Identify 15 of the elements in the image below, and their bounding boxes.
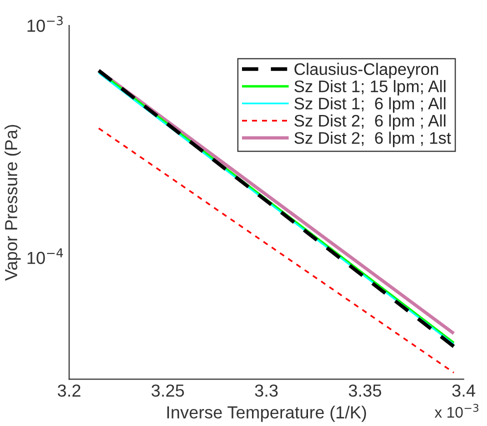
legend-label: Sz Dist 2; 6 lpm ; 1st bbox=[294, 132, 452, 148]
text: x 10$^{−3}$ bbox=[434, 404, 478, 418]
x-tick-label: 3.2 bbox=[58, 384, 80, 397]
x-tick-label: 3.4 bbox=[452, 384, 476, 397]
legend-label: Clausius-Clapeyron bbox=[294, 62, 438, 78]
y-tick-label: 10$^{−3}$ bbox=[28, 16, 63, 32]
x-tick-label: 3.35 bbox=[348, 384, 382, 397]
y-axis-title: Vapor Pressure (Pa) bbox=[4, 124, 21, 281]
legend-label: Sz Dist 1; 15 lpm; All bbox=[294, 80, 446, 96]
legend-label: Sz Dist 2; 6 lpm ; All bbox=[294, 114, 446, 130]
x-tick-label: 3.3 bbox=[254, 384, 278, 397]
x-axis-title: Inverse Temperature (1/K) bbox=[167, 406, 366, 422]
legend-label: Sz Dist 1; 6 lpm ; All bbox=[294, 97, 446, 113]
y-tick-label: 10$^{−4}$ bbox=[28, 248, 63, 264]
x-tick-label: 3.25 bbox=[152, 384, 184, 397]
